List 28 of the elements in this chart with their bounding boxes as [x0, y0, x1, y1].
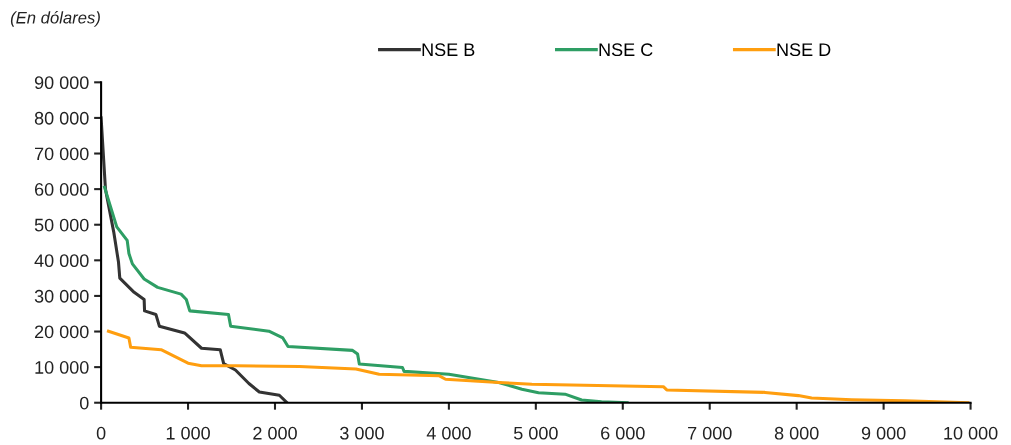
line-series — [106, 329, 970, 403]
y-tick-label: 30 000 — [34, 289, 89, 303]
y-tick-label: 10 000 — [35, 361, 89, 374]
y-tick-label: 50 000 — [34, 218, 89, 232]
legend-label: NSE C — [599, 43, 653, 57]
x-tick-label: 0 — [96, 426, 106, 440]
line-series — [101, 116, 288, 403]
y-tick-label: 90 000 — [34, 76, 89, 90]
y-tick-label: 60 000 — [34, 183, 89, 196]
legend-label: NSE D — [777, 43, 831, 57]
x-tick-label: 2 000 — [253, 426, 297, 440]
x-tick-label: 10 000 — [944, 426, 998, 440]
x-tick-label: 4 000 — [426, 426, 471, 440]
x-tick-label: 7 000 — [688, 426, 732, 440]
x-tick-label: 6 000 — [601, 426, 645, 440]
x-tick-label: 5 000 — [513, 426, 558, 440]
line-series — [103, 185, 629, 403]
y-tick-label: 20 000 — [34, 325, 89, 339]
y-tick-label: 0 — [79, 396, 89, 410]
y-tick-label: 80 000 — [34, 111, 89, 125]
x-tick-label: 1 000 — [166, 426, 210, 440]
y-tick-label: 70 000 — [35, 147, 89, 161]
x-tick-label: 9 000 — [861, 426, 906, 440]
x-tick-label: 8 000 — [774, 426, 819, 440]
x-tick-label: 3 000 — [340, 426, 384, 440]
chart-title: (En dólares) — [10, 11, 100, 27]
legend-label: NSE B — [422, 43, 475, 57]
y-tick-label: 40 000 — [34, 254, 89, 268]
